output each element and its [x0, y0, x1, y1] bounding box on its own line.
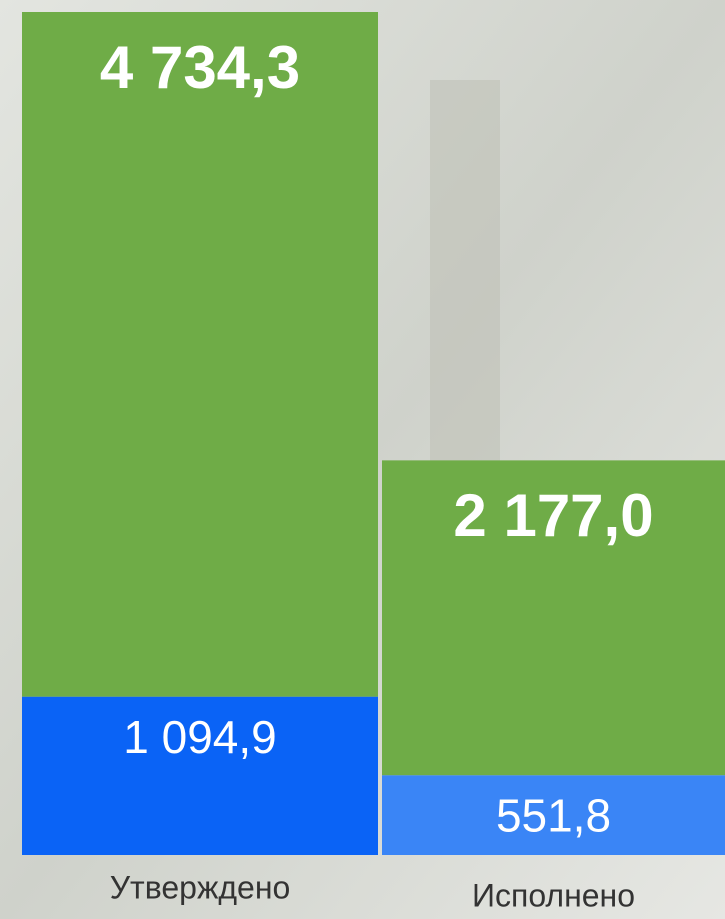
value-label: 551,8 [496, 789, 611, 841]
value-label: 1 094,9 [123, 711, 276, 763]
value-label: 4 734,3 [100, 34, 300, 101]
x-tick-label: Исполнено [472, 877, 635, 913]
tree-trunk [430, 80, 500, 480]
x-tick-label: Утверждено [110, 869, 291, 905]
chart: 1 094,9 4 734,3 Утверждено 551,8 2 177,0 Испо… [0, 0, 725, 919]
bar-segment [22, 12, 378, 697]
page: 1 094,9 4 734,3 Утверждено 551,8 2 177,0 Испо… [0, 0, 725, 919]
value-label: 2 177,0 [453, 482, 653, 549]
